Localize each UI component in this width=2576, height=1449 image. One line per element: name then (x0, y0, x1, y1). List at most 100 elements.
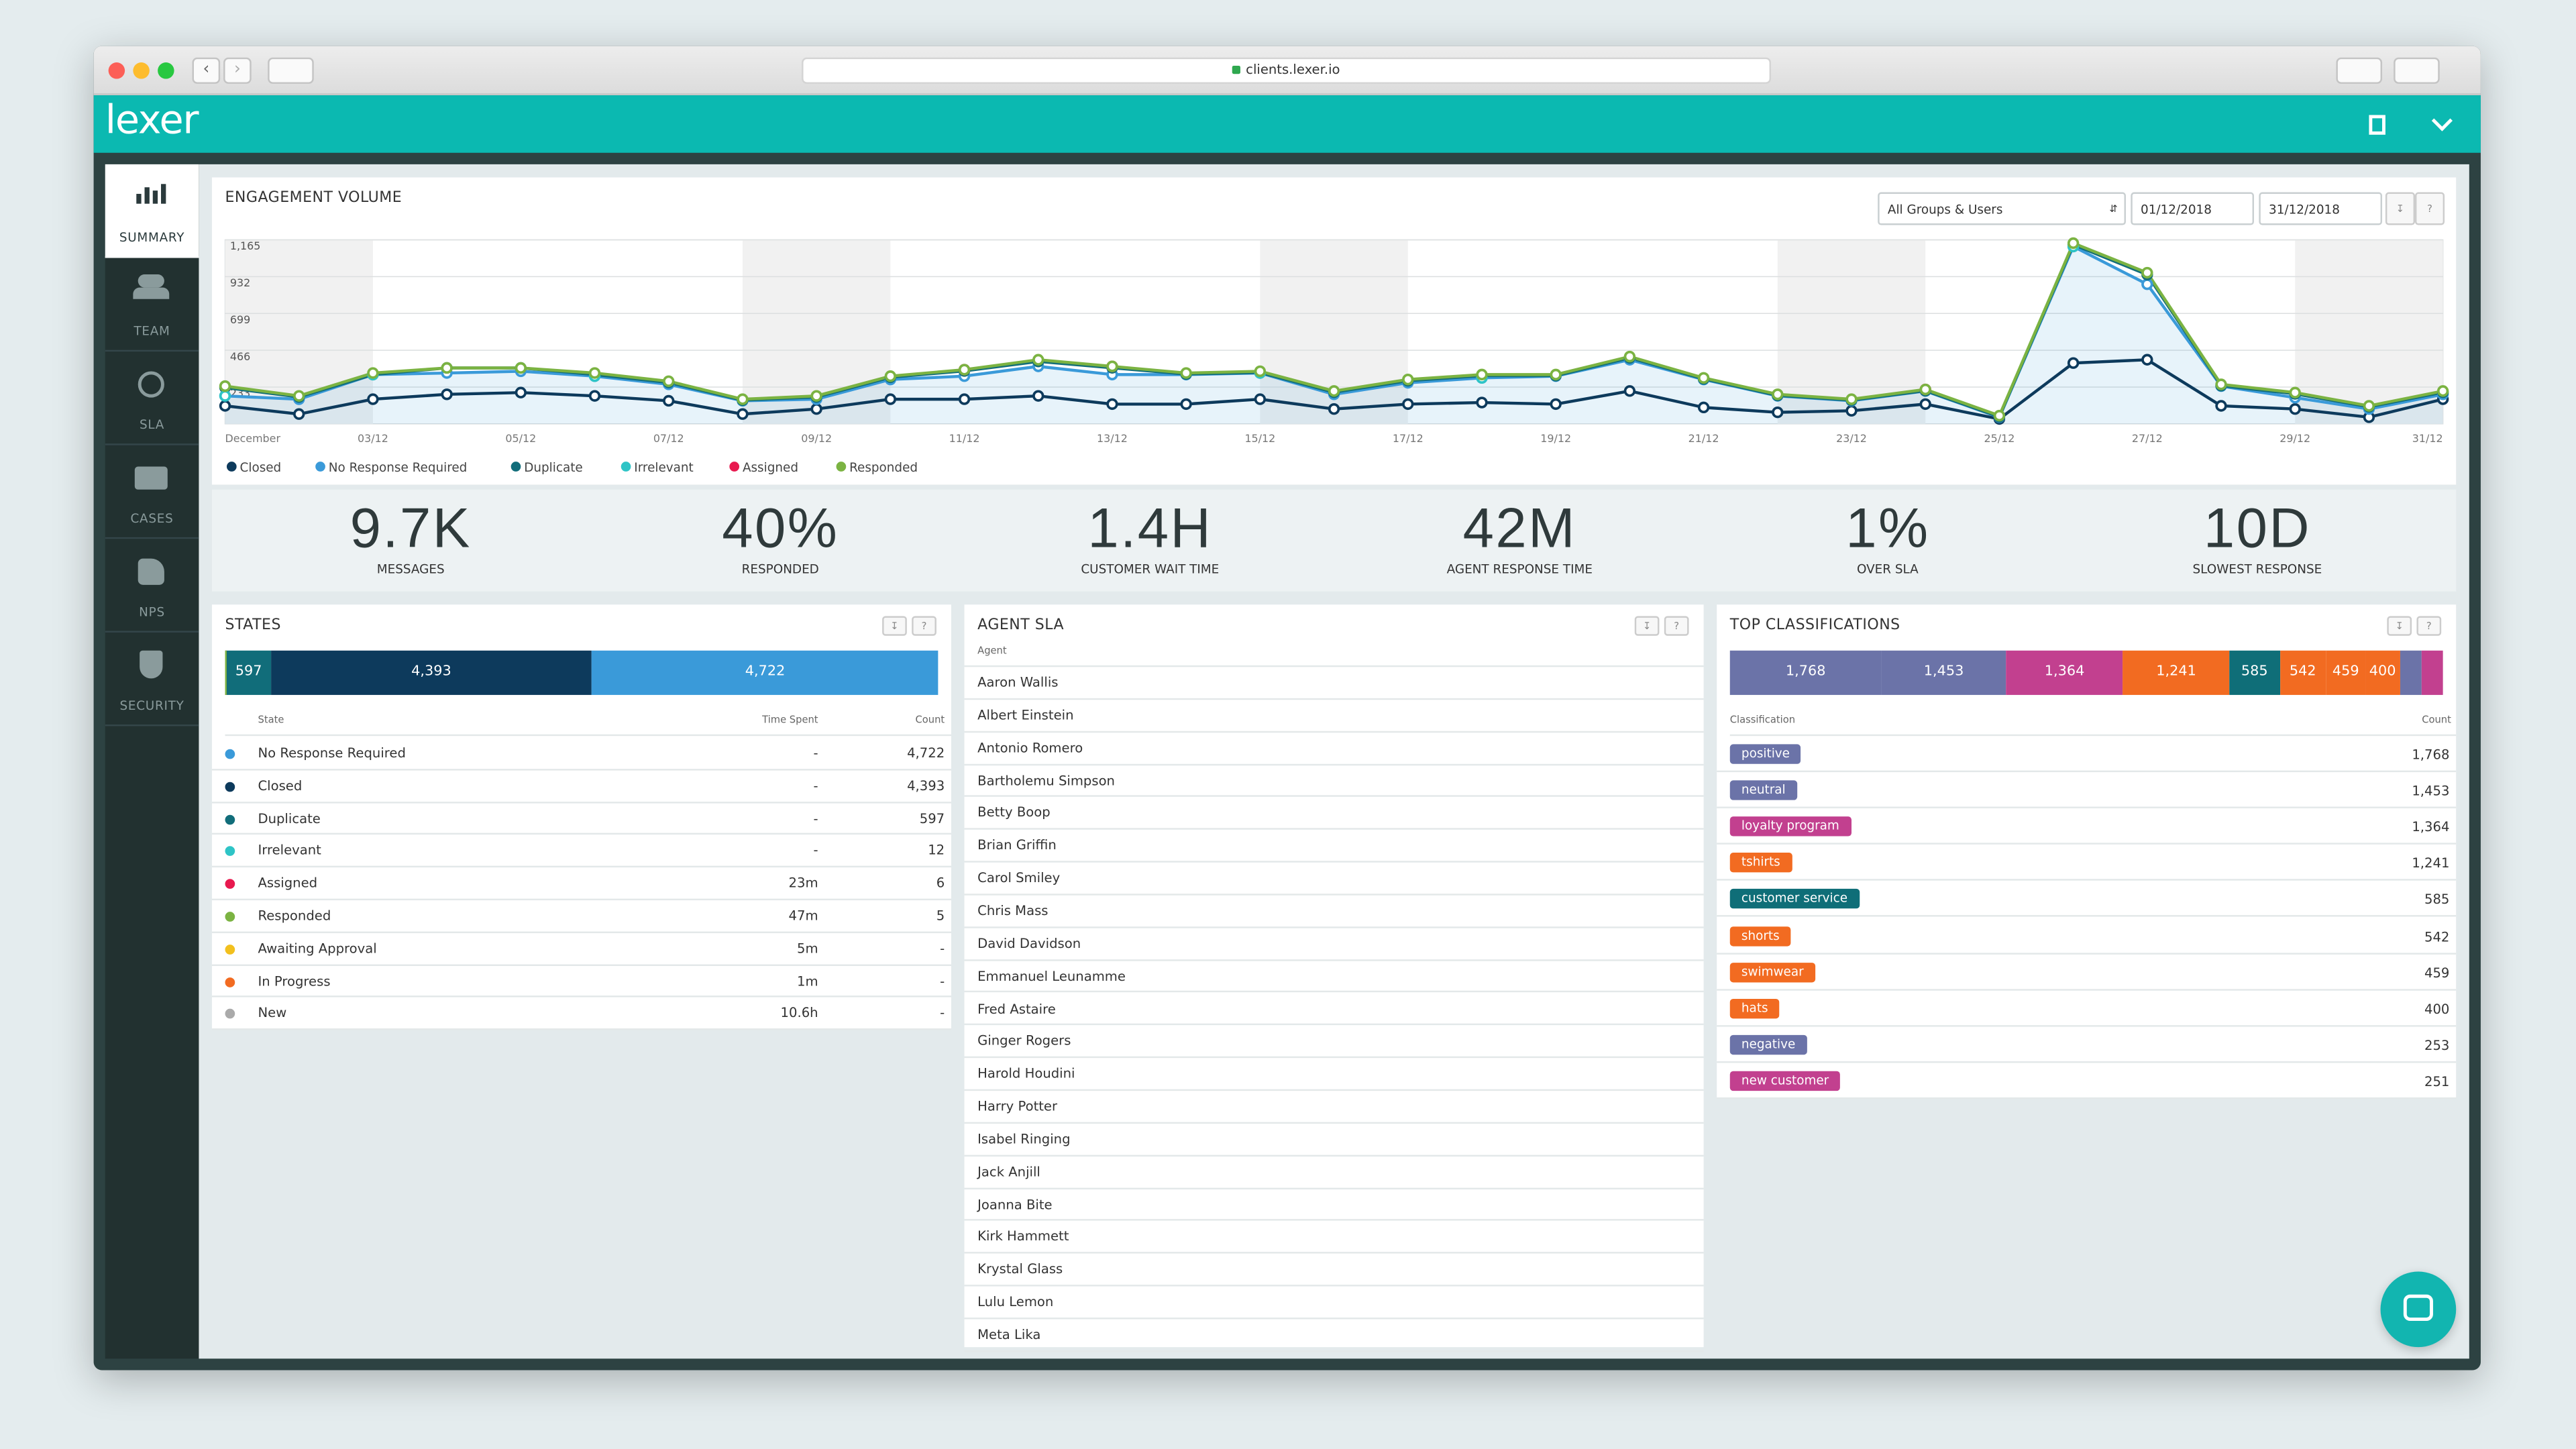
agent-row[interactable] (964, 765, 1704, 798)
agent-name: Bartholemu Simpson (977, 773, 1115, 788)
kpi-value: 40% (722, 498, 839, 561)
agent-row[interactable] (964, 1254, 1704, 1287)
agent-row[interactable] (964, 667, 1704, 700)
classification-tag[interactable]: hats (1729, 998, 1780, 1018)
end-date[interactable]: 31/12/2018 (2259, 192, 2383, 225)
download-button[interactable]: ↧ (1634, 616, 1660, 636)
download-button[interactable]: ↧ (2385, 192, 2416, 225)
share-button[interactable] (2336, 57, 2383, 84)
state-time: - (813, 778, 818, 794)
tabs-button[interactable] (2394, 57, 2440, 84)
kpi-value: 10D (2203, 498, 2311, 561)
bar-segment (1729, 650, 1882, 695)
agent-row[interactable] (964, 1026, 1704, 1059)
minimize-button[interactable] (133, 62, 150, 79)
sidebar-item[interactable] (105, 164, 199, 258)
agent-row[interactable] (964, 993, 1704, 1026)
agent-row[interactable] (964, 1059, 1704, 1091)
lock-icon (1232, 65, 1241, 74)
icon (138, 371, 164, 398)
agent-row[interactable] (964, 1124, 1704, 1157)
agent-row[interactable] (964, 1320, 1704, 1352)
agent-row[interactable] (964, 961, 1704, 994)
agent-row[interactable] (964, 1156, 1704, 1189)
table-header-line (225, 734, 951, 737)
start-date[interactable]: 01/12/2018 (2131, 192, 2255, 225)
help-button[interactable]: ? (2415, 192, 2445, 225)
address-bar[interactable]: clients.lexer.io (802, 57, 1772, 84)
bar-segment (225, 650, 226, 695)
agent-name: Ginger Rogers (977, 1034, 1071, 1049)
download-button[interactable]: ↧ (882, 616, 907, 636)
table-row (1717, 954, 2457, 990)
close-button[interactable] (108, 62, 125, 79)
agent-row[interactable] (964, 732, 1704, 765)
agent-row[interactable] (964, 928, 1704, 961)
classification-tag[interactable]: customer service (1729, 889, 1860, 910)
agent-row[interactable] (964, 1287, 1704, 1320)
sidebar-item[interactable] (105, 445, 199, 539)
state-count: 12 (928, 843, 945, 859)
kpi-label: CUSTOMER WAIT TIME (1081, 561, 1220, 577)
bar-label: 1,241 (2156, 663, 2196, 680)
table-header-line (1729, 734, 2457, 737)
help-button[interactable]: ? (912, 616, 936, 636)
sidebar-item[interactable] (105, 352, 199, 445)
classification-tag[interactable]: swimwear (1729, 962, 1815, 982)
sidebar-toggle[interactable] (268, 57, 314, 84)
column-header: Count (2422, 714, 2451, 727)
group-select[interactable]: All Groups & Users ⇵ (1878, 192, 2126, 225)
bar-segment (592, 650, 938, 695)
forward-button[interactable]: › (223, 57, 252, 84)
app-logo: lexer (105, 97, 199, 144)
download-button[interactable]: ↧ (2387, 616, 2412, 636)
agent-row[interactable] (964, 863, 1704, 896)
table-row (211, 900, 951, 933)
table-row (1717, 772, 2457, 809)
back-button[interactable]: ‹ (192, 57, 221, 84)
select-arrows: ⇵ (2109, 203, 2118, 215)
icon-bar (152, 191, 158, 204)
agent-name: David Davidson (977, 936, 1081, 951)
agent-name: Chris Mass (977, 903, 1049, 918)
agent-name: Harold Houdini (977, 1066, 1075, 1081)
zoom-button[interactable] (158, 62, 174, 79)
building-icon[interactable] (2369, 115, 2385, 135)
bar-label: 1,364 (2044, 663, 2085, 680)
classification-tag[interactable]: negative (1729, 1034, 1807, 1055)
sidebar-item[interactable] (105, 633, 199, 727)
agent-row[interactable] (964, 798, 1704, 830)
agent-row[interactable] (964, 896, 1704, 928)
table-row (1717, 990, 2457, 1027)
kpi-label: MESSAGES (376, 561, 445, 577)
icon (138, 558, 164, 585)
classification-tag[interactable]: positive (1729, 744, 1802, 764)
sidebar-item[interactable] (105, 258, 199, 352)
agent-row[interactable] (964, 830, 1704, 863)
agent-row[interactable] (964, 1091, 1704, 1124)
state-dot (225, 782, 235, 792)
panel-title: ENGAGEMENT VOLUME (225, 191, 402, 207)
chat-button[interactable] (2380, 1271, 2457, 1348)
panel-title: AGENT SLA (977, 617, 1065, 635)
icon (134, 466, 168, 490)
help-button[interactable]: ? (1664, 616, 1689, 636)
column-header: State (258, 714, 284, 727)
help-button[interactable]: ? (2416, 616, 2442, 636)
table-row (1717, 918, 2457, 954)
classification-tag[interactable]: new customer (1729, 1071, 1841, 1091)
classification-tag[interactable]: loyalty program (1729, 816, 1851, 837)
agent-row[interactable] (964, 1189, 1704, 1222)
state-name: Duplicate (258, 810, 321, 826)
agent-row[interactable] (964, 1222, 1704, 1254)
classification-tag[interactable]: tshirts (1729, 853, 1792, 873)
kpi-value: 9.7K (350, 498, 472, 561)
icon-bar (144, 187, 150, 204)
classification-tag[interactable]: shorts (1729, 926, 1791, 946)
bar-segment (270, 650, 592, 695)
sidebar-label: CASES (130, 511, 174, 526)
agent-row[interactable] (964, 700, 1704, 733)
sidebar-item[interactable] (105, 539, 199, 633)
classification-tag[interactable]: neutral (1729, 780, 1797, 800)
column-header: Count (915, 714, 945, 727)
